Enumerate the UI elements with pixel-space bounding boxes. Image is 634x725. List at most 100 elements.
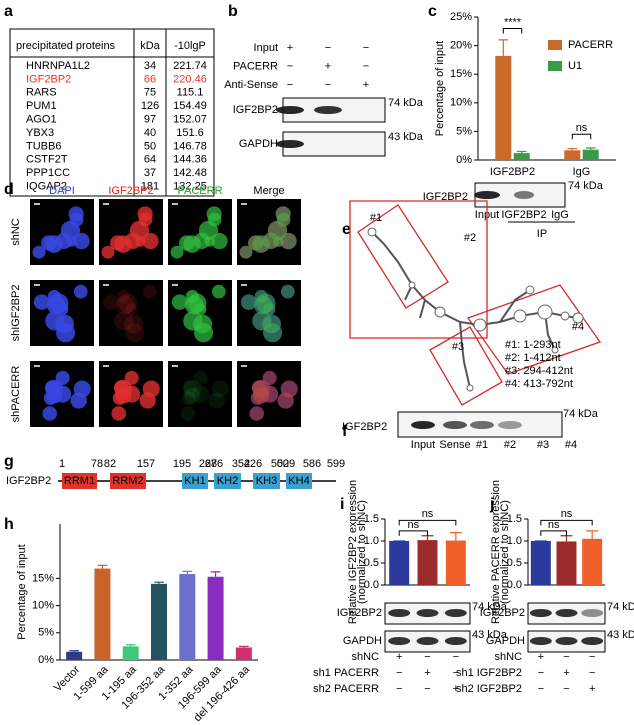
bar bbox=[235, 647, 252, 660]
table-cell: TUBB6 bbox=[26, 140, 61, 152]
cell-signal bbox=[239, 245, 253, 259]
cell-signal bbox=[206, 206, 222, 222]
cell-signal bbox=[240, 294, 257, 310]
cell-signal bbox=[182, 380, 198, 395]
table-cell: 220.46 bbox=[173, 73, 207, 85]
cell-signal bbox=[73, 284, 88, 299]
cell-signal bbox=[253, 295, 273, 315]
condition-label: sh2 IGF2BP2 bbox=[456, 683, 522, 695]
condition-label: sh2 PACERR bbox=[313, 683, 379, 695]
table-cell: 132.25 bbox=[173, 181, 207, 193]
y-tick-label: 15% bbox=[32, 572, 54, 584]
rna-loop bbox=[466, 384, 474, 392]
blot-label: GAPDH bbox=[486, 635, 525, 647]
table-cell: YBX3 bbox=[26, 127, 54, 139]
channel-label: PACERR bbox=[177, 185, 222, 197]
x-tick-label: IgG bbox=[573, 166, 591, 178]
table-cell: 66 bbox=[144, 73, 156, 85]
size-marker: 74 kDa bbox=[388, 97, 424, 109]
cell-signal bbox=[73, 380, 91, 398]
domain bbox=[182, 473, 208, 489]
cell-signal bbox=[267, 220, 288, 241]
bar bbox=[445, 540, 466, 585]
table-cell: IQGAP2 bbox=[26, 181, 67, 193]
table-cell: 154.49 bbox=[173, 100, 207, 112]
y-tick-label: 1.0 bbox=[364, 535, 379, 547]
cell-signal bbox=[142, 232, 159, 250]
cell-signal bbox=[73, 232, 90, 250]
blot-label: IGF2BP2 bbox=[233, 104, 278, 116]
table-cell: 50 bbox=[144, 140, 156, 152]
condition-sign: − bbox=[396, 683, 402, 695]
y-axis-label: Percentage of input bbox=[16, 544, 28, 639]
error-bar bbox=[210, 571, 221, 577]
significance-bracket bbox=[398, 530, 428, 536]
cell-signal bbox=[280, 380, 298, 398]
cell-signal bbox=[262, 370, 277, 385]
cell-signal bbox=[253, 387, 270, 404]
cell-signal bbox=[254, 289, 268, 303]
position-label: 1 bbox=[59, 458, 65, 470]
cell-signal bbox=[181, 391, 196, 405]
error-bar bbox=[69, 650, 79, 652]
y-tick-label: 0% bbox=[456, 154, 472, 166]
y-axis-label: (normalized to shNC) bbox=[356, 500, 368, 604]
table-cell: 34 bbox=[144, 60, 156, 72]
cell-signal bbox=[261, 385, 279, 403]
lane-label: IgG bbox=[551, 209, 569, 221]
y-tick-label: 0.0 bbox=[364, 579, 379, 591]
rna-loop bbox=[537, 304, 553, 320]
cell-signal bbox=[249, 406, 265, 421]
treatment-sign: + bbox=[363, 79, 369, 91]
significance-bracket bbox=[398, 519, 457, 526]
blot-band bbox=[416, 637, 439, 645]
table-cell: 181 bbox=[141, 181, 159, 193]
error-bar bbox=[125, 644, 136, 647]
cell-signal bbox=[250, 391, 265, 405]
blot-band bbox=[474, 191, 500, 199]
position-label: 586 bbox=[303, 458, 321, 470]
protein-label: IGF2BP2 bbox=[6, 475, 51, 487]
group-label: IP bbox=[537, 228, 547, 240]
bar bbox=[151, 583, 167, 660]
y-tick-label: 20% bbox=[450, 40, 472, 52]
panel-letter: f bbox=[342, 423, 348, 440]
cell-signal bbox=[239, 245, 253, 259]
lane-label: Sense bbox=[439, 439, 470, 451]
blot-label: IGF2BP2 bbox=[342, 421, 387, 433]
treatment-sign: − bbox=[363, 60, 369, 72]
position-label: 509 bbox=[277, 458, 295, 470]
bar bbox=[389, 541, 410, 585]
region-label: #4 bbox=[572, 321, 584, 333]
panel-letter: e bbox=[342, 221, 351, 238]
condition-sign: + bbox=[589, 683, 595, 695]
blot-band bbox=[498, 421, 522, 429]
cell-signal bbox=[262, 232, 280, 250]
y-axis-label: (normalized to shNC) bbox=[499, 500, 511, 604]
bar bbox=[530, 541, 551, 585]
y-tick-label: 15% bbox=[450, 68, 472, 80]
table-header: kDa bbox=[140, 40, 160, 52]
error-bar bbox=[586, 530, 599, 539]
lane-label: #2 bbox=[504, 439, 516, 451]
cell-signal bbox=[280, 232, 297, 250]
blot-band bbox=[555, 637, 578, 645]
blot-label: GAPDH bbox=[343, 635, 382, 647]
table-header: -10lgP bbox=[174, 40, 206, 52]
cell-signal bbox=[254, 289, 268, 303]
position-label: 426 bbox=[244, 458, 262, 470]
position-label: 268 bbox=[199, 458, 217, 470]
x-tick-label: IGF2BP2 bbox=[490, 166, 535, 178]
treatment-sign: + bbox=[287, 42, 293, 54]
table-cell: 97 bbox=[144, 114, 156, 126]
cell-signal bbox=[263, 323, 283, 343]
error-bar bbox=[182, 570, 193, 575]
legend-label: U1 bbox=[568, 60, 582, 72]
table-cell: 40 bbox=[144, 127, 156, 139]
size-marker: 43 kDa bbox=[472, 629, 508, 641]
blot-band bbox=[529, 637, 552, 645]
cell-signal bbox=[253, 387, 270, 404]
cell-signal bbox=[280, 380, 298, 398]
rna-structure bbox=[371, 231, 579, 389]
table-cell: 144.36 bbox=[173, 154, 207, 166]
